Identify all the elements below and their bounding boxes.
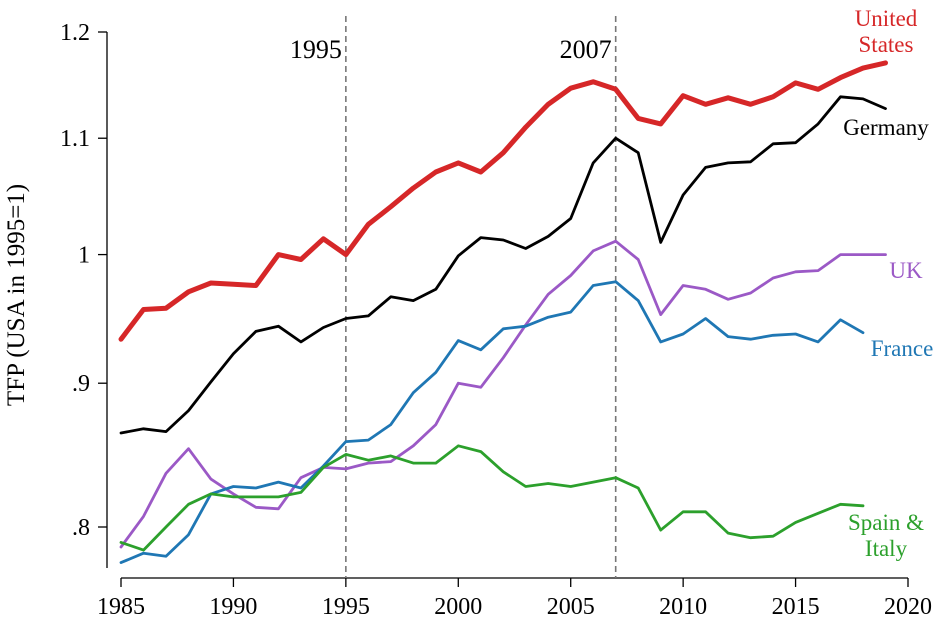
x-tick-label: 1985	[97, 594, 145, 620]
x-ticks: 1985 1990 1995 2000 2005 2010 2015 2020	[97, 578, 932, 620]
x-tick-label: 2020	[884, 594, 932, 620]
series-label-spain-italy: Spain &	[848, 510, 924, 535]
y-tick-label: 1.2	[60, 20, 90, 46]
series-label-uk: UK	[889, 258, 923, 283]
y-axis-label: TFP (USA in 1995=1)	[3, 184, 30, 406]
x-tick-label: 1995	[322, 594, 370, 620]
x-tick-label: 2015	[772, 594, 820, 620]
y-tick-label: .9	[72, 371, 90, 397]
series-line-united-states	[118, 60, 888, 342]
annotation-lines: 1995 2007	[290, 16, 617, 578]
x-tick-label: 2005	[547, 594, 595, 620]
series-line-france	[119, 280, 865, 564]
annotation-label-1995: 1995	[290, 35, 342, 64]
y-ticks: .8 .9 1 1.1 1.2	[60, 20, 107, 541]
y-tick-label: .8	[72, 515, 90, 541]
series-line-spain-italy	[119, 444, 865, 552]
series-line-germany	[119, 95, 887, 435]
series-label-france: France	[871, 336, 934, 361]
y-tick-label: 1.1	[60, 126, 90, 152]
series-label-united-states: States	[859, 32, 914, 57]
series-label-united-states: United	[855, 6, 918, 31]
series-label-spain-italy: Italy	[865, 536, 908, 561]
annotation-label-2007: 2007	[560, 35, 612, 64]
x-tick-label: 2010	[659, 594, 707, 620]
series-line-uk	[119, 239, 887, 549]
y-tick-label: 1	[78, 243, 90, 269]
x-tick-label: 1990	[209, 594, 257, 620]
x-tick-label: 2000	[434, 594, 482, 620]
series-lines	[118, 60, 888, 564]
series-label-germany: Germany	[843, 115, 929, 140]
axes	[106, 32, 908, 579]
